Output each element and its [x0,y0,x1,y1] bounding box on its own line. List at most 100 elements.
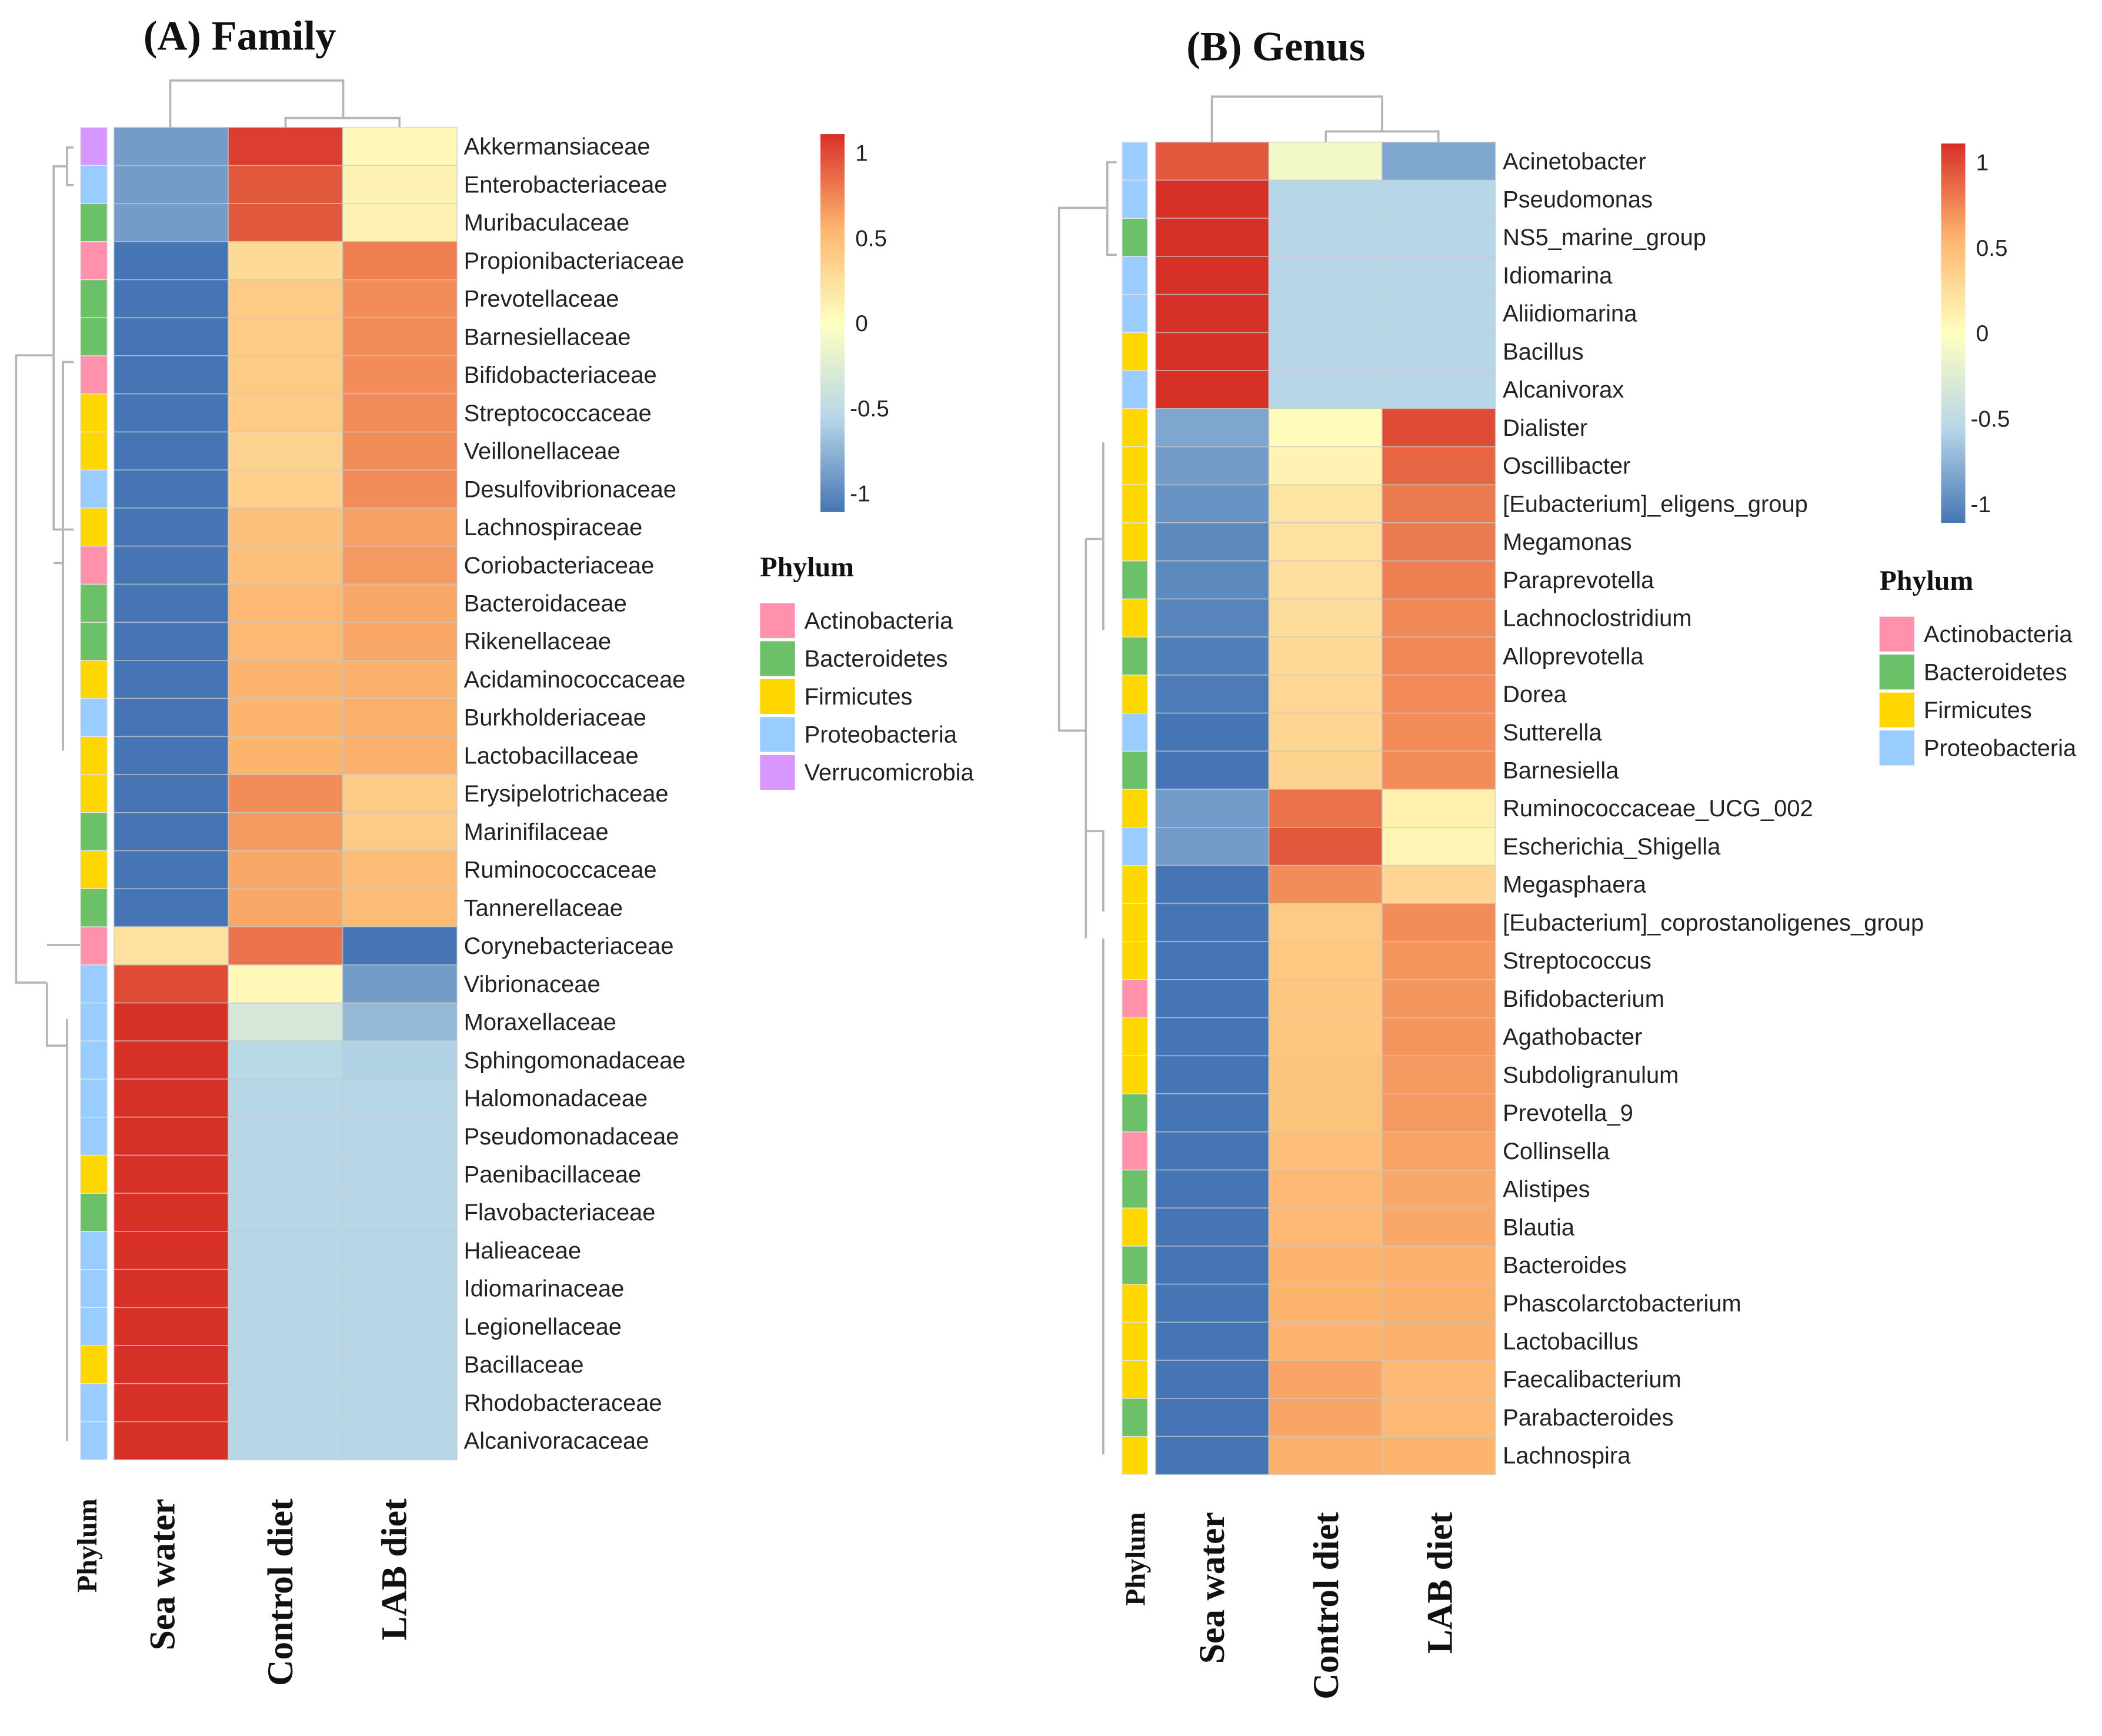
heatmap-cell [1155,903,1270,943]
row-label: [Eubacterium]_eligens_group [1503,491,1808,517]
row-label: Lactobacillaceae [464,743,639,769]
heatmap-cell [1155,484,1270,523]
heatmap-cell [1268,446,1383,486]
heatmap-cell [1155,789,1270,828]
heatmap-cell [113,1421,229,1461]
heatmap-cell [342,812,458,852]
heatmap-row: Alcanivoracaceae [80,1421,649,1461]
panel-b-title: (B) Genus [1186,24,1365,70]
heatmap-cell [228,583,343,623]
heatmap-cell [228,1154,343,1194]
row-label: Erysipelotrichaceae [464,781,669,807]
heatmap-cell [1382,218,1496,257]
heatmap-cell [342,469,458,509]
phylum-annotation-cell [80,279,108,319]
heatmap-cell [228,850,343,890]
heatmap-cell [342,165,458,205]
phylum-annotation-cell [80,1040,108,1080]
heatmap-cell [1155,408,1270,448]
heatmap-row: Enterobacteriaceae [80,165,667,205]
heatmap-cell [1268,750,1383,790]
row-label: [Eubacterium]_coprostanoligenes_group [1503,910,1924,936]
legend-swatch [1879,616,1914,652]
heatmap-cell [1155,560,1270,600]
heatmap-row: Barnesiellaceae [80,317,631,356]
heatmap-cell [1268,218,1383,257]
phylum-annotation-cell [1122,1284,1148,1323]
heatmap-cell [1268,1246,1383,1285]
heatmap-cell [228,736,343,776]
phylum-annotation-cell [1122,1055,1148,1094]
legend-title: Phylum [760,552,854,583]
phylum-annotation-cell [80,355,108,395]
heatmap-cell [228,317,343,356]
heatmap-row: NS5_marine_group [1122,218,1706,257]
heatmap-cell [1155,941,1270,980]
column-dendrogram-b [1210,95,1440,142]
heatmap-cell [1155,446,1270,486]
heatmap-row: Phascolarctobacterium [1122,1283,1741,1323]
phylum-annotation-cell [80,583,108,623]
legend-swatch [760,679,795,715]
row-label: Paenibacillaceae [464,1162,642,1188]
heatmap-row: Alloprevotella [1122,636,1644,676]
heatmap-cell [1382,560,1496,600]
phylum-annotation-cell [1122,789,1148,828]
row-label: Prevotellaceae [464,286,619,312]
heatmap-cell [1268,636,1383,676]
phylum-annotation-cell [1122,827,1148,866]
row-label: Barnesiellaceae [464,324,631,350]
heatmap-cell [1155,218,1270,257]
heatmap-row: Bacteroides [1122,1246,1627,1285]
heatmap-cell [342,660,458,699]
heatmap-cell [342,926,458,966]
row-label: Acidaminococcaceae [464,667,686,693]
phylum-annotation-cell [1122,332,1148,371]
row-label: Ruminococcaceae_UCG_002 [1503,796,1813,822]
heatmap-row: Rhodobacteraceae [80,1383,662,1423]
phylum-annotation-cell [1122,218,1148,257]
heatmap-cell [1268,1360,1383,1399]
heatmap-cell [228,1116,343,1156]
legend-swatch [1879,692,1914,727]
heatmap-cell [1382,750,1496,790]
legend-label: Proteobacteria [805,722,957,748]
heatmap-cell [113,241,229,281]
row-label: Aliidiomarina [1503,301,1637,327]
legend-item: Actinobacteria [760,603,953,639]
phylum-annotation-cell [80,546,108,585]
heatmap-cell [1268,293,1383,333]
column-label: Phylum [72,1498,103,1593]
legend-item: Firmicutes [1879,692,2032,727]
heatmap-cell [113,1231,229,1270]
heatmap-cell [228,774,343,813]
heatmap-cell [1155,1093,1270,1133]
heatmap-cell [113,1002,229,1042]
heatmap-cell [1382,1283,1496,1323]
panel-a-family: Akkermansiaceae Enterobacteriaceae Muribac… [72,126,975,1686]
legend-item: Actinobacteria [1879,616,2073,652]
row-label: Lachnospiraceae [464,515,643,540]
heatmap-cell [1382,1246,1496,1285]
phylum-annotation-cell [1122,598,1148,637]
heatmap-row: Bifidobacterium [1122,979,1664,1019]
phylum-annotation-cell [80,1002,108,1041]
phylum-annotation-cell [1122,293,1148,333]
heatmap-cell [342,964,458,1004]
row-label: Prevotella_9 [1503,1100,1633,1126]
column-label: Sea water [142,1498,182,1650]
colorbar-tick-label: -0.5 [1971,407,2010,432]
heatmap-cell [1268,1131,1383,1171]
phylum-annotation-cell [1122,560,1148,600]
legend-label: Bacteroidetes [1924,659,2067,685]
heatmap-cell [113,203,229,242]
heatmap-cell [113,622,229,661]
heatmap-cell [228,1040,343,1080]
heatmap-cell [1268,1055,1383,1094]
row-label: Sutterella [1503,720,1602,746]
heatmap-cell [113,697,229,737]
heatmap-row: Subdoligranulum [1122,1055,1679,1094]
heatmap-cell [113,279,229,319]
heatmap-cell [342,508,458,547]
row-label: Alloprevotella [1503,643,1644,669]
